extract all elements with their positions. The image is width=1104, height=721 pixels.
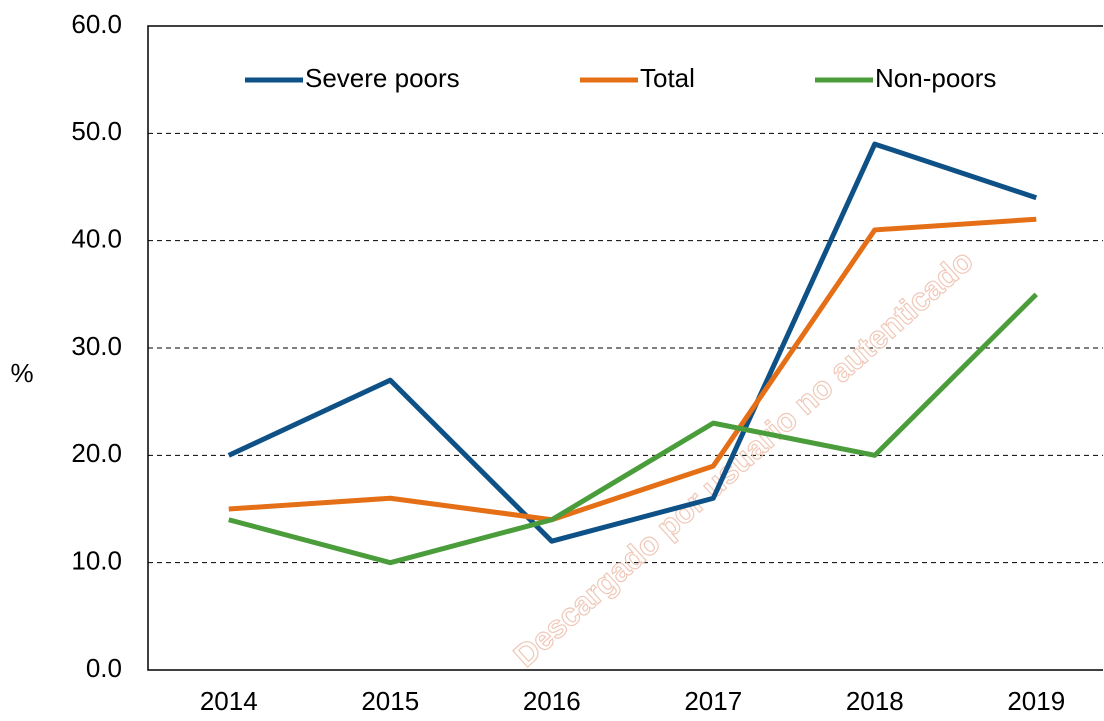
y-tick-label: 0.0 bbox=[86, 653, 122, 683]
series-line bbox=[228, 292, 1039, 566]
legend-label: Non-poors bbox=[875, 63, 996, 93]
x-tick-label: 2016 bbox=[523, 686, 581, 716]
y-tick-label: 60.0 bbox=[71, 9, 122, 39]
x-tick-label: 2019 bbox=[1007, 686, 1065, 716]
y-axis-label: % bbox=[10, 358, 33, 388]
x-tick-label: 2018 bbox=[846, 686, 904, 716]
legend-label: Severe poors bbox=[305, 63, 460, 93]
series-line bbox=[228, 216, 1037, 523]
x-tick-label: 2017 bbox=[684, 686, 742, 716]
x-tick-label: 2014 bbox=[200, 686, 258, 716]
plot-frame bbox=[147, 25, 1103, 671]
legend-label: Total bbox=[640, 63, 695, 93]
series-line bbox=[227, 141, 1038, 544]
x-tick-label: 2015 bbox=[361, 686, 419, 716]
y-tick-label: 40.0 bbox=[71, 224, 122, 254]
y-tick-label: 30.0 bbox=[71, 331, 122, 361]
watermark: Descargado por usuario no autenticado bbox=[507, 242, 980, 673]
y-tick-label: 50.0 bbox=[71, 116, 122, 146]
y-tick-label: 10.0 bbox=[71, 546, 122, 576]
y-tick-label: 20.0 bbox=[71, 438, 122, 468]
